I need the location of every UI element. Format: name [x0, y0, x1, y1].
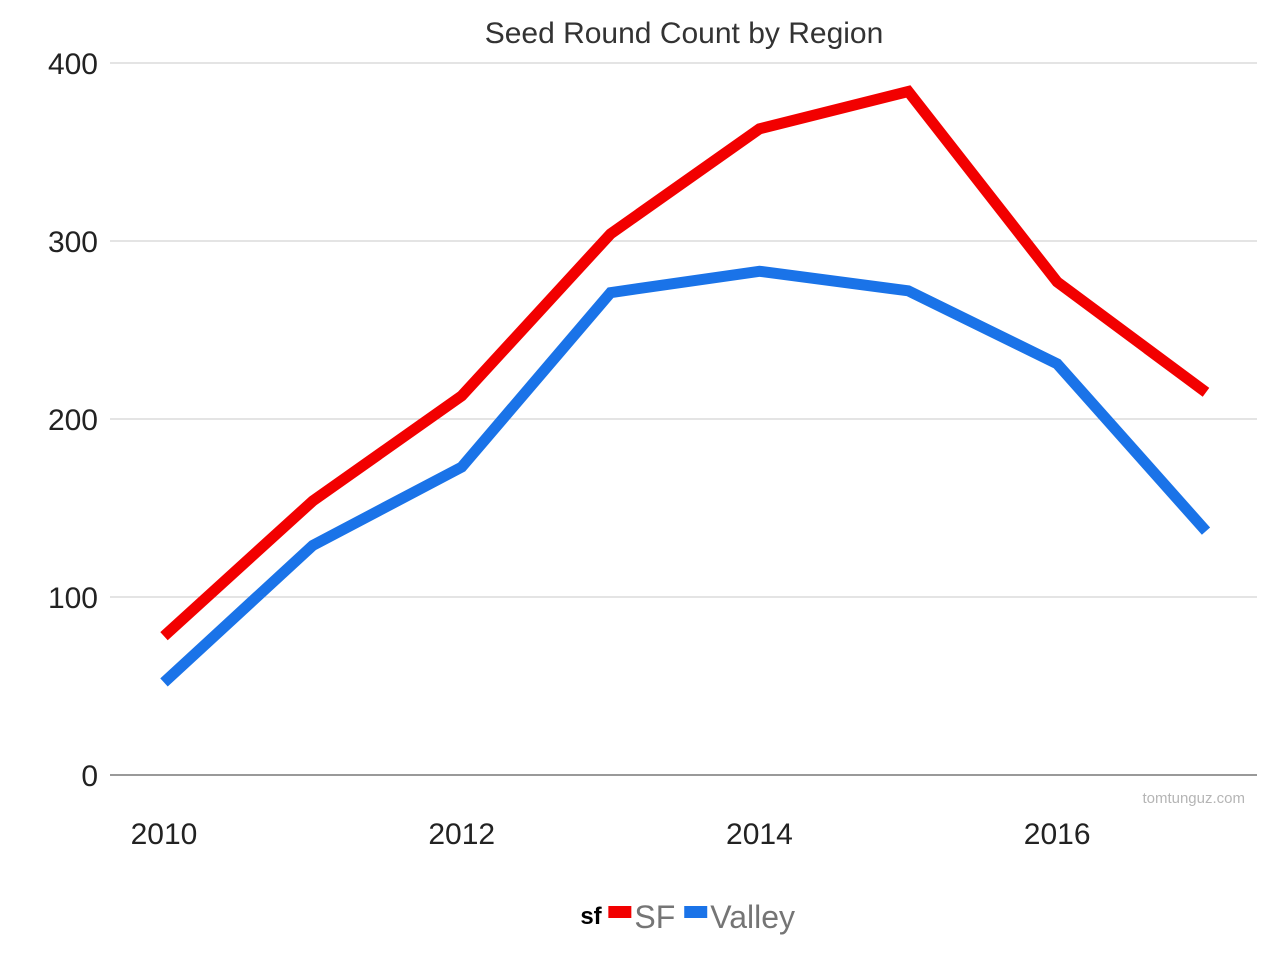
y-tick-label: 400: [48, 48, 98, 81]
x-tick-label: 2012: [428, 818, 495, 851]
y-tick-label: 100: [48, 582, 98, 615]
series-line-sf: [160, 85, 1210, 641]
series-line-valley: [160, 265, 1211, 687]
x-tick-label: 2010: [131, 818, 198, 851]
x-tick-label: 2014: [726, 818, 793, 851]
series-lines: [160, 85, 1211, 687]
y-tick-label: 200: [48, 404, 98, 437]
legend: sf SF Valley: [580, 899, 795, 935]
legend-swatch-valley: [684, 906, 708, 918]
x-axis-ticks: 2010 2012 2014 2016: [131, 818, 1091, 851]
x-tick-label: 2016: [1024, 818, 1091, 851]
gridlines: [110, 62, 1257, 776]
legend-label-valley: Valley: [710, 899, 795, 935]
legend-title: sf: [580, 903, 602, 930]
watermark: tomtunguz.com: [1142, 790, 1245, 807]
y-axis-ticks: 0 100 200 300 400: [48, 48, 98, 793]
chart-title: Seed Round Count by Region: [485, 17, 884, 50]
y-tick-label: 0: [81, 760, 98, 793]
legend-label-sf: SF: [634, 899, 675, 935]
y-tick-label: 300: [48, 226, 98, 259]
legend-swatch-sf: [608, 906, 632, 918]
